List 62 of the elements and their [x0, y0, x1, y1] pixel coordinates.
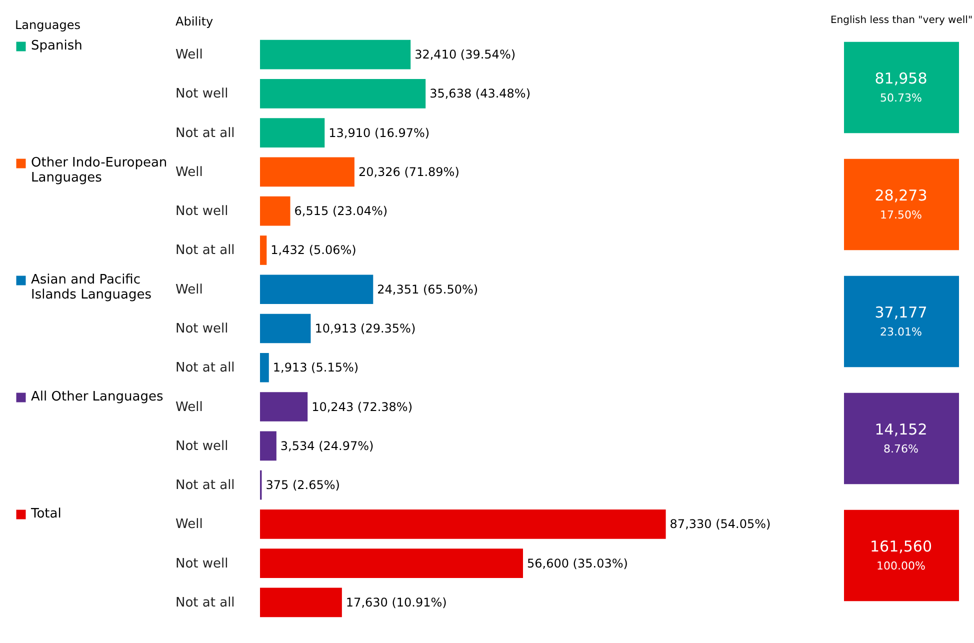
bar [260, 352, 269, 382]
data-label: 56,600 (35.03%) [527, 556, 628, 570]
y-tick-label: Not at all [176, 360, 235, 376]
data-label: 13,910 (16.97%) [328, 126, 430, 140]
data-label: 10,913 (29.35%) [314, 322, 416, 336]
bar [260, 431, 276, 461]
y-tick-label: Not well [176, 204, 228, 220]
text: 17.50% [880, 208, 922, 222]
bar [260, 118, 325, 148]
legend-label: Other Indo-European Languages [31, 156, 168, 186]
legend-label: Asian and Pacific Islands Languages [31, 272, 152, 302]
bar [260, 392, 308, 422]
data-label: 1,913 (5.15%) [272, 360, 359, 375]
bar [260, 548, 524, 578]
legend-label: Total [30, 506, 62, 522]
text: English less than "very well" [830, 15, 973, 26]
text: 37,177 [874, 304, 928, 322]
y-tick-label: Not at all [176, 126, 235, 141]
legend-label: All Other Languages [31, 390, 164, 404]
data-label: 375 (2.65%) [266, 478, 340, 492]
bar [260, 79, 426, 108]
y-tick-label: Well [176, 48, 203, 63]
y-tick-label: Not well [176, 556, 228, 572]
bar [260, 588, 342, 618]
data-label: 35,638 (43.48%) [430, 86, 531, 101]
y-tick-label: Not at all [176, 243, 235, 258]
text: 14,152 [874, 420, 928, 438]
y-tick-label: Not at all [176, 478, 235, 494]
data-label: 20,326 (71.89%) [358, 164, 460, 179]
text: 161,560 [870, 538, 932, 556]
data-label: 32,410 (39.54%) [414, 48, 516, 62]
y-tick-label: Well [176, 164, 203, 180]
bar [260, 40, 411, 70]
bar [260, 157, 354, 187]
bar [260, 274, 374, 304]
text: 23.01% [880, 326, 922, 338]
y-tick-label: Not well [176, 438, 228, 454]
y-tick-label: Well [176, 400, 203, 415]
text: 100.00% [876, 560, 926, 572]
text: 50.73% [880, 92, 922, 104]
data-label: 10,243 (72.38%) [312, 400, 413, 414]
bar [260, 196, 290, 226]
y-tick-label: Well [176, 517, 203, 532]
y-axis-title: Ability [176, 14, 214, 28]
data-label: 17,630 (10.91%) [346, 595, 447, 610]
text: 28,273 [874, 186, 928, 204]
data-label: 87,330 (54.05%) [670, 517, 771, 532]
y-tick-label: Not at all [176, 595, 235, 610]
data-label: 24,351 (65.50%) [377, 282, 478, 296]
text: 81,958 [874, 70, 928, 88]
data-label: 3,534 (24.97%) [280, 438, 374, 453]
data-label: 6,515 (23.04%) [294, 204, 388, 218]
data-label: 1,432 (5.06%) [270, 243, 356, 258]
legend-title: Languages [15, 18, 80, 32]
legend-label: Spanish [31, 38, 82, 54]
text: 8.76% [884, 442, 918, 456]
bar [260, 314, 311, 344]
y-tick-label: Not well [176, 322, 228, 336]
y-tick-label: Not well [176, 86, 228, 102]
y-tick-label: Well [176, 282, 203, 298]
bar [260, 509, 666, 539]
bar [260, 236, 267, 265]
